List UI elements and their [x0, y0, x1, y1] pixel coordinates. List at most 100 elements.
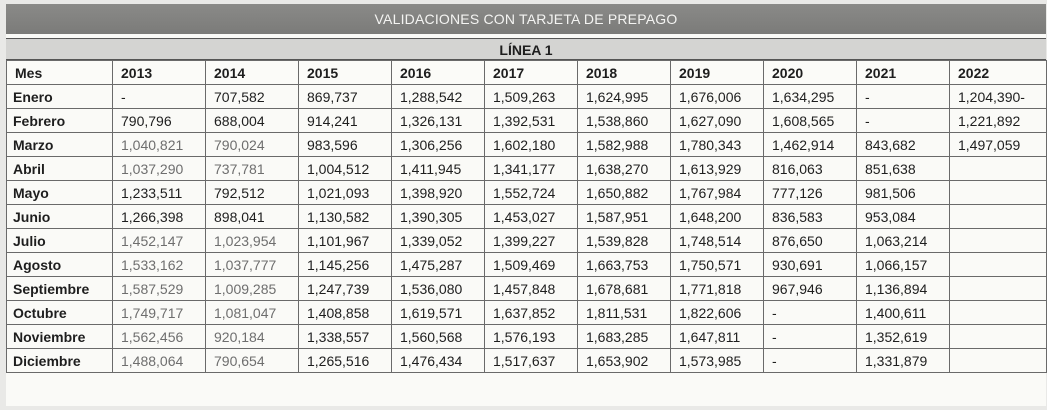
value-cell: -: [763, 348, 857, 373]
table-row: Octubre 1,749,717 1,081,047 1,408,858 1,619,…: [6, 300, 1047, 325]
value-cell: 1,392,531: [484, 108, 578, 133]
value-cell: 1,331,879: [856, 348, 950, 373]
header-cell-year: 2018: [577, 60, 671, 85]
value-cell: 1,619,571: [391, 300, 485, 325]
value-cell: 1,748,514: [670, 228, 764, 253]
table-row: Febrero 790,796 688,004 914,241 1,326,131 1,3…: [6, 108, 1047, 133]
header-cell-year: 2017: [484, 60, 578, 85]
value-cell: 1,647,811: [670, 324, 764, 349]
value-cell: 1,678,681: [577, 276, 671, 301]
value-cell: 737,781: [205, 156, 299, 181]
table-row: Mayo 1,233,511 792,512 1,021,093 1,398,920 1,…: [6, 180, 1047, 205]
value-cell: 1,408,858: [298, 300, 392, 325]
value-cell: 1,539,828: [577, 228, 671, 253]
value-cell: 983,596: [298, 132, 392, 157]
table-row: Noviembre 1,562,456 920,184 1,338,557 1,560,…: [6, 324, 1047, 349]
value-cell: 1,023,954: [205, 228, 299, 253]
value-cell: 1,536,080: [391, 276, 485, 301]
value-cell: 1,352,619: [856, 324, 950, 349]
document-sheet: VALIDACIONES CON TARJETA DE PREPAGO LÍNE…: [6, 4, 1047, 406]
month-cell: Marzo: [6, 132, 113, 157]
value-cell: 1,037,290: [112, 156, 206, 181]
header-cell-year: 2015: [298, 60, 392, 85]
value-cell: 1,822,606: [670, 300, 764, 325]
value-cell: 1,533,162: [112, 252, 206, 277]
value-cell: 1,136,894: [856, 276, 950, 301]
value-cell: 792,512: [205, 180, 299, 205]
value-cell: [949, 276, 1047, 301]
value-cell: 1,576,193: [484, 324, 578, 349]
value-cell: 1,221,892: [949, 108, 1047, 133]
value-cell: 1,634,295: [763, 84, 857, 109]
table-row: Diciembre 1,488,064 790,654 1,265,516 1,476,…: [6, 348, 1047, 373]
line-subtitle: LÍNEA 1: [6, 38, 1046, 60]
value-cell: 1,587,529: [112, 276, 206, 301]
value-cell: 1,457,848: [484, 276, 578, 301]
value-cell: 876,650: [763, 228, 857, 253]
value-cell: 1,562,456: [112, 324, 206, 349]
header-cell-year: 2014: [205, 60, 299, 85]
value-cell: 1,009,285: [205, 276, 299, 301]
table-row: Abril 1,037,290 737,781 1,004,512 1,411,945 1…: [6, 156, 1047, 181]
value-cell: 1,650,882: [577, 180, 671, 205]
value-cell: 1,582,988: [577, 132, 671, 157]
value-cell: 1,411,945: [391, 156, 485, 181]
value-cell: 898,041: [205, 204, 299, 229]
month-cell: Junio: [6, 204, 113, 229]
value-cell: 1,676,006: [670, 84, 764, 109]
header-cell-month: Mes: [6, 60, 113, 85]
value-cell: 1,627,090: [670, 108, 764, 133]
value-cell: -: [856, 84, 950, 109]
value-cell: 1,767,984: [670, 180, 764, 205]
value-cell: 1,637,852: [484, 300, 578, 325]
value-cell: 1,476,434: [391, 348, 485, 373]
value-cell: 953,084: [856, 204, 950, 229]
value-cell: 1,306,256: [391, 132, 485, 157]
value-cell: 1,497,059: [949, 132, 1047, 157]
value-cell: -: [856, 108, 950, 133]
value-cell: 1,341,177: [484, 156, 578, 181]
header-cell-year: 2021: [856, 60, 950, 85]
table-row: Enero -707,582 869,737 1,288,542 1,509,263 1,…: [6, 84, 1047, 109]
table-row: Agosto 1,533,162 1,037,777 1,145,256 1,475,2…: [6, 252, 1047, 277]
value-cell: 1,037,777: [205, 252, 299, 277]
value-cell: 1,326,131: [391, 108, 485, 133]
month-cell: Septiembre: [6, 276, 113, 301]
value-cell: 1,573,985: [670, 348, 764, 373]
value-cell: -: [112, 84, 206, 109]
value-cell: 1,749,717: [112, 300, 206, 325]
table-title: VALIDACIONES CON TARJETA DE PREPAGO: [6, 4, 1046, 34]
value-cell: 1,265,516: [298, 348, 392, 373]
header-cell-year: 2016: [391, 60, 485, 85]
value-cell: -: [763, 300, 857, 325]
value-cell: 1,145,256: [298, 252, 392, 277]
month-cell: Abril: [6, 156, 113, 181]
table-row: Septiembre 1,587,529 1,009,285 1,247,739 1,5…: [6, 276, 1047, 301]
value-cell: 981,506: [856, 180, 950, 205]
value-cell: 1,021,093: [298, 180, 392, 205]
value-cell: [949, 300, 1047, 325]
table-row: Marzo 1,040,821 790,024 983,596 1,306,256 1,6…: [6, 132, 1047, 157]
value-cell: 1,288,542: [391, 84, 485, 109]
value-cell: 1,066,157: [856, 252, 950, 277]
value-cell: 1,663,753: [577, 252, 671, 277]
header-cell-year: 2022: [949, 60, 1047, 85]
value-cell: 930,691: [763, 252, 857, 277]
value-cell: 1,653,902: [577, 348, 671, 373]
value-cell: 1,266,398: [112, 204, 206, 229]
value-cell: 1,602,180: [484, 132, 578, 157]
value-cell: 707,582: [205, 84, 299, 109]
value-cell: 1,452,147: [112, 228, 206, 253]
value-cell: 1,339,052: [391, 228, 485, 253]
value-cell: 1,517,637: [484, 348, 578, 373]
value-cell: 1,338,557: [298, 324, 392, 349]
value-cell: 1,462,914: [763, 132, 857, 157]
value-cell: 790,796: [112, 108, 206, 133]
header-row: Mes 2013 2014 2015 2016 2017 2018 2019 2020 2021 2…: [6, 60, 1047, 85]
value-cell: 816,063: [763, 156, 857, 181]
value-cell: 777,126: [763, 180, 857, 205]
month-cell: Noviembre: [6, 324, 113, 349]
value-cell: 1,683,285: [577, 324, 671, 349]
value-cell: 1,390,305: [391, 204, 485, 229]
value-cell: 967,946: [763, 276, 857, 301]
